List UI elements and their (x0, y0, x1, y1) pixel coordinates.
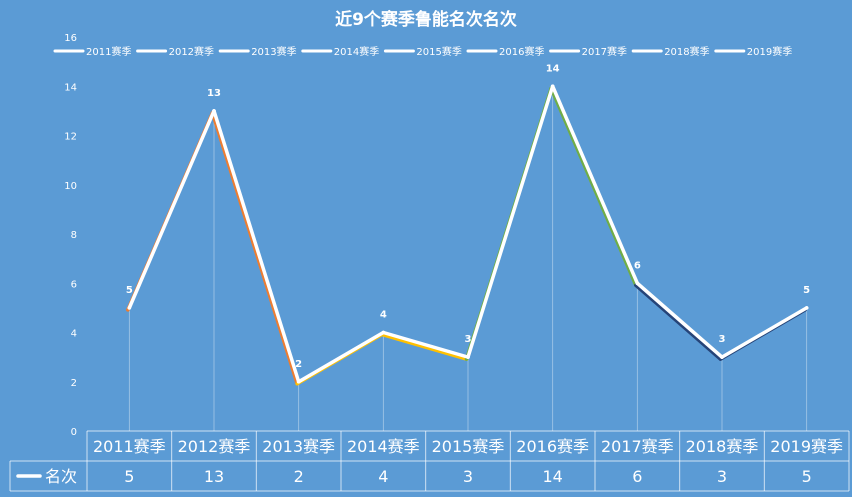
data-label: 3 (465, 334, 472, 345)
table-header-cell: 2017赛季 (601, 437, 674, 456)
data-point (466, 355, 470, 359)
table-value-cell: 3 (463, 467, 473, 486)
data-label: 5 (126, 285, 133, 296)
series-segment (381, 330, 470, 359)
y-axis: 0 2 4 6 8 10 12 14 16 (64, 33, 77, 438)
series-segment-shadow (549, 86, 638, 287)
series-segment-shadow (210, 111, 299, 386)
data-point (635, 281, 640, 286)
data-point (550, 84, 555, 89)
table-header-cell: 2015赛季 (432, 437, 505, 456)
y-tick-label: 2 (71, 378, 77, 389)
data-label: 6 (634, 260, 641, 271)
series-segment (550, 84, 640, 285)
series-segment-shadow (634, 283, 723, 361)
data-label: 3 (719, 334, 726, 345)
data-point (212, 109, 216, 113)
series-segment (127, 109, 216, 310)
data-labels: 5 13 2 4 3 14 6 3 5 (126, 63, 810, 370)
table-header-cell: 2019赛季 (770, 437, 843, 456)
series-segment (296, 330, 386, 384)
y-tick-label: 16 (64, 33, 77, 44)
table-value-cell: 3 (717, 467, 727, 486)
table-value-cell: 2 (294, 467, 304, 486)
y-tick-label: 12 (64, 132, 77, 143)
table-value-cell: 14 (542, 467, 562, 486)
y-tick-label: 6 (71, 279, 77, 290)
legend-entry: 2014赛季 (334, 45, 379, 58)
series-segment-shadow (380, 332, 469, 361)
series-segment (212, 109, 301, 384)
y-tick-label: 0 (71, 427, 77, 438)
y-tick-label: 4 (71, 329, 77, 340)
data-label: 4 (380, 310, 387, 321)
y-tick-label: 8 (71, 230, 77, 241)
data-label: 13 (207, 88, 221, 99)
chart-title: 近9个赛季鲁能名次名次 (335, 9, 517, 30)
data-point (381, 330, 386, 335)
legend-entry: 2018赛季 (664, 45, 709, 58)
table-value-cell: 13 (204, 467, 224, 486)
legend-entry: 2019赛季 (747, 45, 792, 58)
table-header-cell: 2016赛季 (516, 437, 589, 456)
data-label: 14 (546, 63, 560, 74)
table-header-cell: 2013赛季 (262, 437, 335, 456)
table-series-name: 名次 (45, 467, 77, 486)
table-value-cell: 5 (802, 467, 812, 486)
data-point (720, 355, 724, 359)
legend-entry: 2011赛季 (86, 45, 131, 58)
data-label: 5 (803, 285, 810, 296)
table-header-cell: 2018赛季 (686, 437, 759, 456)
legend: 2011赛季 2012赛季 2013赛季 2014赛季 2015赛季 2016赛季 2017… (53, 45, 792, 58)
legend-entry: 2016赛季 (499, 45, 544, 58)
legend-entry: 2017赛季 (582, 45, 627, 58)
legend-entry: 2015赛季 (416, 45, 461, 58)
data-point (296, 379, 301, 384)
data-table: 2011赛季 2012赛季 2013赛季 2014赛季 2015赛季 2016赛季 2017… (9, 430, 850, 492)
table-value-cell: 4 (378, 467, 388, 486)
series-segment (720, 306, 809, 359)
table-value-cell: 6 (632, 467, 642, 486)
table-header-cell: 2012赛季 (178, 437, 251, 456)
legend-entry: 2012赛季 (169, 45, 214, 58)
table-header-cell: 2011赛季 (93, 437, 166, 456)
table-header-cell: 2014赛季 (347, 437, 420, 456)
series-segment (466, 84, 555, 359)
y-tick-label: 10 (64, 181, 77, 192)
data-label: 2 (295, 359, 302, 370)
series-segment (635, 281, 724, 359)
series-line-group (126, 84, 809, 386)
data-point (127, 306, 132, 310)
drop-lines (128, 86, 808, 431)
legend-entry: 2013赛季 (251, 45, 296, 58)
table-value-cell: 5 (124, 467, 134, 486)
data-point (804, 306, 809, 310)
y-tick-label: 14 (64, 82, 77, 93)
